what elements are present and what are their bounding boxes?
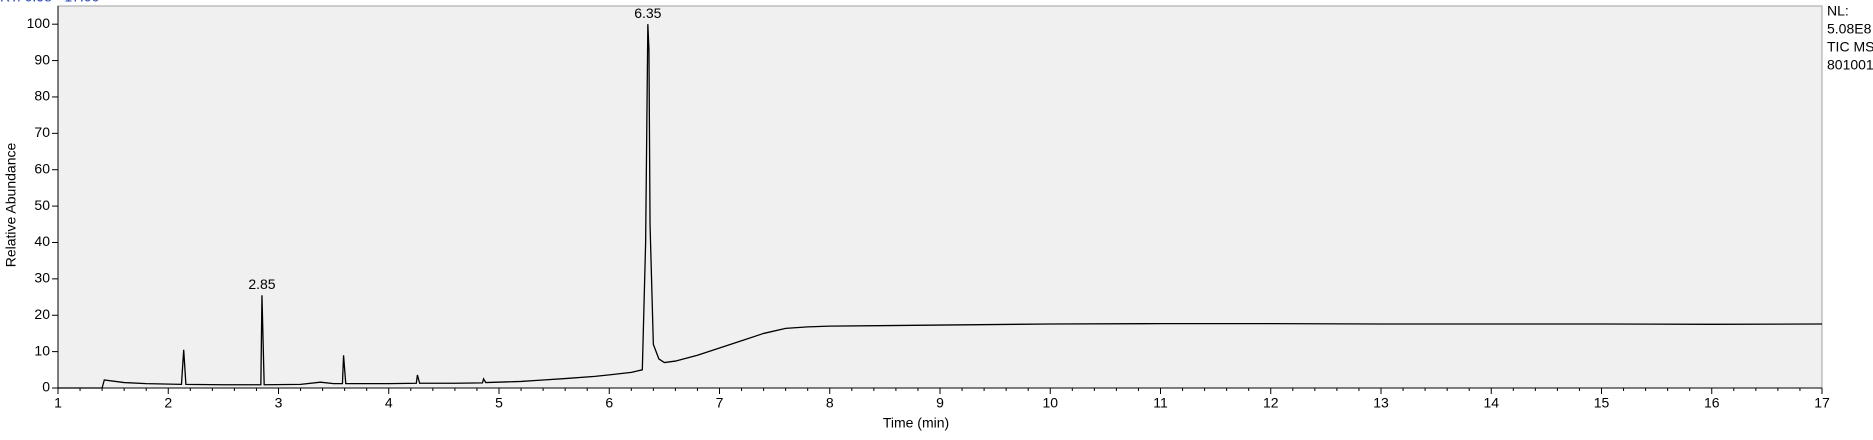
y-tick-label: 70 (34, 124, 50, 140)
y-tick-label: 60 (34, 160, 50, 176)
info-line: TIC MS (1827, 39, 1873, 55)
header: RT: 0.98 - 17.00 (0, 0, 100, 5)
peak-label: 2.85 (248, 276, 275, 292)
x-tick-label: 1 (54, 395, 62, 411)
peak-label: 6.35 (634, 5, 661, 21)
y-tick-label: 10 (34, 342, 50, 358)
x-tick-label: 11 (1153, 395, 1168, 411)
x-tick-label: 10 (1042, 395, 1058, 411)
x-tick-label: 6 (605, 395, 613, 411)
x-tick-label: 7 (716, 395, 724, 411)
y-tick-label: 40 (34, 233, 50, 249)
y-axis-label: Relative Abundance (3, 143, 19, 268)
x-tick-label: 15 (1594, 395, 1610, 411)
x-tick-label: 14 (1483, 395, 1499, 411)
x-axis-label: Time (min) (883, 415, 949, 431)
x-tick-label: 17 (1814, 395, 1830, 411)
y-tick-label: 80 (34, 88, 50, 104)
x-tick-label: 5 (495, 395, 503, 411)
trace (58, 24, 1823, 389)
y-tick-label: 30 (34, 270, 50, 286)
y-tick-label: 0 (42, 379, 50, 395)
x-tick-label: 3 (275, 395, 283, 411)
info-line: 5.08E8 (1827, 21, 1872, 37)
x-tick-label: 12 (1263, 395, 1279, 411)
x-tick-label: 16 (1704, 395, 1720, 411)
y-tick-label: 100 (27, 15, 51, 31)
info-line: 801001 (1827, 57, 1873, 73)
x-tick-label: 8 (826, 395, 834, 411)
x-tick-label: 9 (936, 395, 944, 411)
plot-area (57, 5, 1823, 389)
y-tick-label: 50 (34, 197, 50, 213)
x-tick-label: 4 (385, 395, 393, 411)
info-line: NL: (1827, 3, 1849, 19)
y-tick-label: 20 (34, 306, 50, 322)
y-tick-label: 90 (34, 51, 50, 67)
x-tick-label: 2 (164, 395, 172, 411)
x-tick-label: 13 (1373, 395, 1389, 411)
